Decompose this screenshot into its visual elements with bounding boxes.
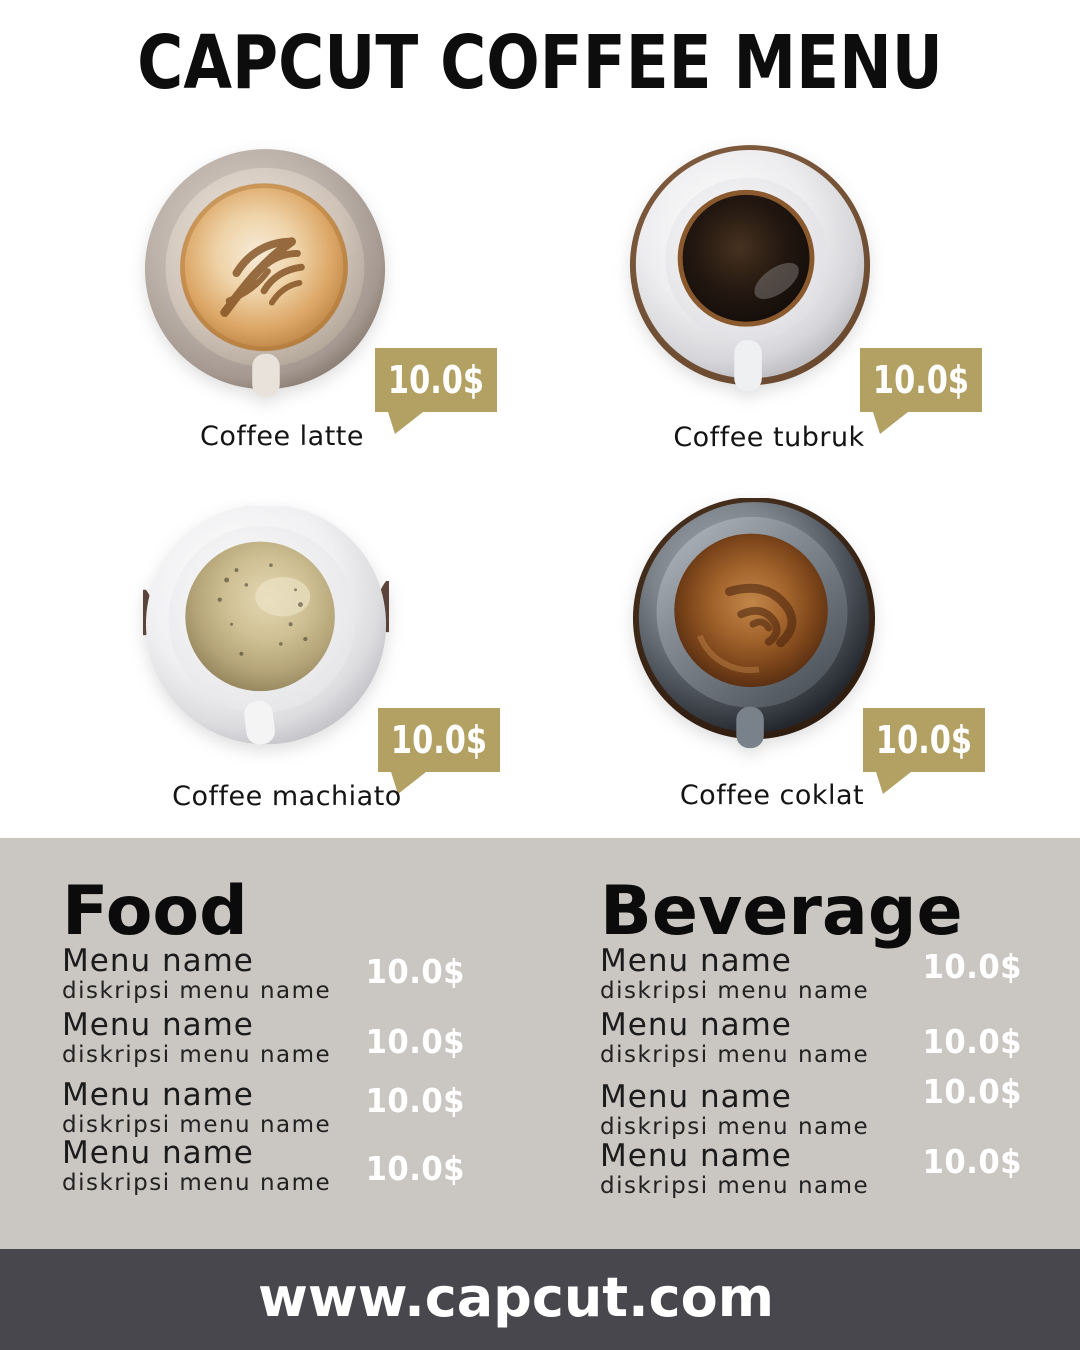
menu-item-name: Menu name <box>62 1007 254 1043</box>
food-item-1-price: 10.0$ <box>365 952 465 991</box>
menu-item-name: Menu name <box>62 1135 254 1171</box>
food-item-2: Menu name diskripsi menu name <box>62 1008 331 1068</box>
price-tag-machiato-label: 10.0$ <box>390 718 488 762</box>
menu-item-name: Menu name <box>600 1007 792 1043</box>
menu-item-desc: diskripsi menu name <box>600 1114 870 1140</box>
menu-item-desc: diskripsi menu name <box>62 1170 332 1196</box>
beverage-item-1: Menu name diskripsi menu name <box>600 944 869 1004</box>
beverage-item-4-price: 10.0$ <box>922 1142 1022 1181</box>
price-tag-tubruk-label: 10.0$ <box>872 358 970 402</box>
menu-item-desc: diskripsi menu name <box>62 978 332 1004</box>
coffee-machiato-photo <box>143 506 389 772</box>
food-item-1: Menu name diskripsi menu name <box>62 944 331 1004</box>
footer-url: www.capcut.com <box>258 1266 774 1329</box>
menu-item-name: Menu name <box>600 1079 792 1115</box>
beverage-item-4: Menu name diskripsi menu name <box>600 1139 869 1199</box>
menu-board <box>0 838 1080 1249</box>
food-item-3: Menu name diskripsi menu name <box>62 1078 331 1138</box>
beverage-item-2-price: 10.0$ <box>922 1022 1022 1061</box>
coffee-latte-photo <box>142 147 388 413</box>
menu-item-desc: diskripsi menu name <box>62 1112 332 1138</box>
product-name-tubruk: Coffee tubruk <box>673 422 865 453</box>
food-heading: Food <box>62 872 248 951</box>
menu-item-name: Menu name <box>600 1138 792 1174</box>
food-item-4: Menu name diskripsi menu name <box>62 1136 331 1196</box>
product-name-coklat: Coffee coklat <box>679 780 865 811</box>
menu-item-desc: diskripsi menu name <box>600 978 870 1004</box>
food-item-2-price: 10.0$ <box>365 1022 465 1061</box>
beverage-item-2: Menu name diskripsi menu name <box>600 1008 869 1068</box>
menu-item-name: Menu name <box>600 943 792 979</box>
beverage-item-3-price: 10.0$ <box>922 1072 1022 1111</box>
menu-item-name: Menu name <box>62 1077 254 1113</box>
footer-bar <box>0 1249 1080 1350</box>
price-tag-latte-label: 10.0$ <box>387 358 485 402</box>
coffee-tubruk-photo <box>627 143 873 409</box>
menu-item-desc: diskripsi menu name <box>600 1042 870 1068</box>
food-item-4-price: 10.0$ <box>365 1149 465 1188</box>
poster-title: CAPCUT COFFEE MENU <box>137 20 943 106</box>
beverage-item-3: Menu name diskripsi menu name <box>600 1080 869 1140</box>
menu-item-desc: diskripsi menu name <box>62 1042 332 1068</box>
food-item-3-price: 10.0$ <box>365 1081 465 1120</box>
menu-item-name: Menu name <box>62 943 254 979</box>
beverage-heading: Beverage <box>600 872 963 951</box>
product-name-latte: Coffee latte <box>199 421 365 452</box>
product-name-machiato: Coffee machiato <box>172 781 402 812</box>
menu-item-desc: diskripsi menu name <box>600 1173 870 1199</box>
price-tag-coklat-label: 10.0$ <box>875 718 973 762</box>
coffee-coklat-photo <box>631 498 877 764</box>
beverage-item-1-price: 10.0$ <box>922 947 1022 986</box>
